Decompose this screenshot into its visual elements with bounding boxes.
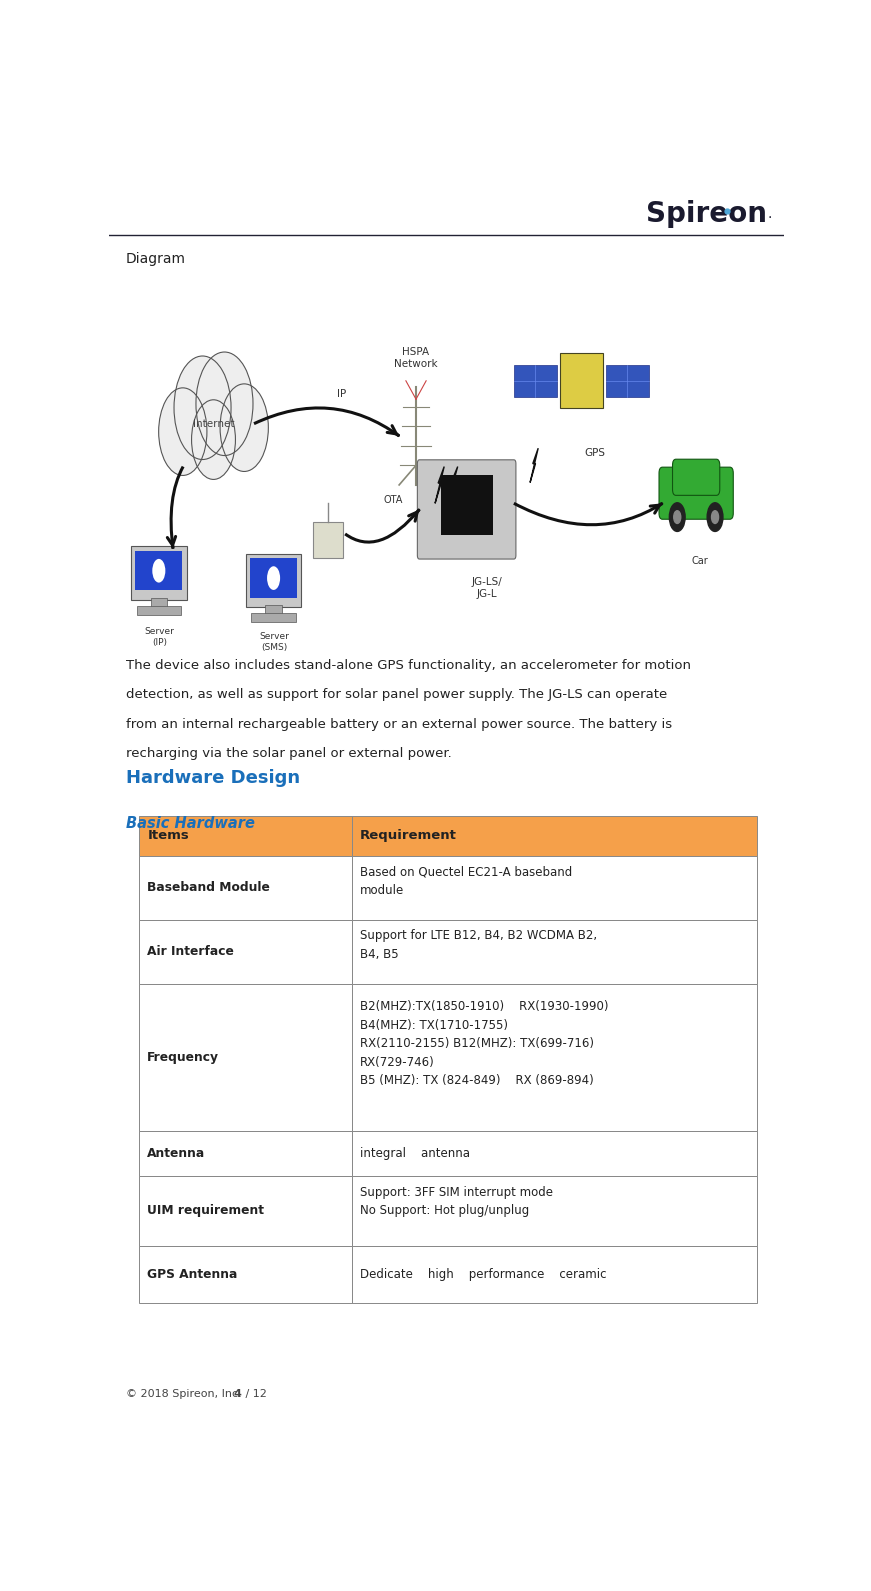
- Text: Server
(IP): Server (IP): [145, 627, 174, 648]
- Text: Internet: Internet: [192, 418, 234, 428]
- Bar: [352, 920, 757, 983]
- Text: Server
(SMS): Server (SMS): [260, 632, 289, 652]
- Bar: [250, 558, 297, 598]
- Circle shape: [712, 511, 719, 523]
- Text: Spireon: Spireon: [646, 200, 767, 228]
- Text: OTA: OTA: [383, 495, 402, 504]
- Bar: [352, 1131, 757, 1176]
- Text: Air Interface: Air Interface: [147, 945, 234, 958]
- Text: GPS Antenna: GPS Antenna: [147, 1268, 238, 1281]
- Bar: [139, 1131, 352, 1176]
- Bar: [266, 606, 282, 614]
- Text: Support: 3FF SIM interrupt mode
No Support: Hot plug/unplug: Support: 3FF SIM interrupt mode No Suppo…: [360, 1185, 553, 1217]
- Circle shape: [174, 356, 231, 460]
- Bar: [560, 353, 603, 409]
- Text: 4: 4: [233, 1389, 241, 1398]
- Circle shape: [674, 511, 681, 523]
- Text: Requirement: Requirement: [360, 829, 457, 842]
- Bar: [352, 983, 757, 1131]
- Text: Diagram: Diagram: [125, 253, 186, 266]
- Text: JG-LS/
JG-L: JG-LS/ JG-L: [471, 578, 503, 600]
- Circle shape: [669, 503, 685, 531]
- Text: HSPA
Network: HSPA Network: [395, 347, 438, 369]
- Text: from an internal rechargeable battery or an external power source. The battery i: from an internal rechargeable battery or…: [125, 718, 672, 730]
- Text: Baseband Module: Baseband Module: [147, 881, 270, 894]
- Bar: [135, 550, 182, 590]
- Text: Support for LTE B12, B4, B2 WCDMA B2,
B4, B5: Support for LTE B12, B4, B2 WCDMA B2, B4…: [360, 929, 598, 961]
- Text: B2(MHZ):TX(1850-1910)    RX(1930-1990)
B4(MHZ): TX(1710-1755)
RX(2110-2155) B12(: B2(MHZ):TX(1850-1910) RX(1930-1990) B4(M…: [360, 1001, 609, 1087]
- Text: The device also includes stand-alone GPS functionality, an accelerometer for mot: The device also includes stand-alone GPS…: [125, 659, 691, 671]
- Bar: [441, 476, 493, 535]
- Polygon shape: [530, 449, 538, 482]
- FancyBboxPatch shape: [659, 468, 733, 519]
- Bar: [139, 1246, 352, 1303]
- Text: ·: ·: [767, 212, 772, 226]
- Circle shape: [707, 503, 723, 531]
- Bar: [246, 554, 301, 606]
- Polygon shape: [436, 466, 444, 503]
- Bar: [352, 1246, 757, 1303]
- Bar: [514, 364, 557, 396]
- Text: detection, as well as support for solar panel power supply. The JG-LS can operat: detection, as well as support for solar …: [125, 689, 667, 702]
- Bar: [139, 920, 352, 983]
- Text: recharging via the solar panel or external power.: recharging via the solar panel or extern…: [125, 748, 451, 760]
- Bar: [132, 546, 186, 600]
- Circle shape: [267, 566, 280, 590]
- Text: GPS: GPS: [584, 449, 605, 458]
- Text: © 2018 Spireon, Inc.: © 2018 Spireon, Inc.: [125, 1389, 241, 1398]
- Bar: [139, 983, 352, 1131]
- Bar: [139, 816, 352, 856]
- Bar: [151, 598, 167, 608]
- Circle shape: [196, 352, 253, 455]
- Text: Antenna: Antenna: [147, 1147, 206, 1160]
- Circle shape: [192, 399, 235, 479]
- Bar: [352, 816, 757, 856]
- Text: UIM requirement: UIM requirement: [147, 1204, 265, 1217]
- Bar: [137, 606, 181, 614]
- Bar: [352, 856, 757, 920]
- Polygon shape: [449, 466, 457, 500]
- Text: Frequency: Frequency: [147, 1050, 219, 1063]
- Circle shape: [152, 558, 165, 582]
- Text: Basic Hardware: Basic Hardware: [125, 816, 254, 831]
- FancyBboxPatch shape: [417, 460, 516, 558]
- Bar: [252, 613, 296, 622]
- Text: integral    antenna: integral antenna: [360, 1147, 470, 1160]
- Text: Hardware Design: Hardware Design: [125, 768, 300, 788]
- FancyBboxPatch shape: [672, 460, 719, 495]
- Text: Dedicate    high    performance    ceramic: Dedicate high performance ceramic: [360, 1268, 606, 1281]
- Text: IP: IP: [337, 390, 347, 399]
- Circle shape: [159, 388, 207, 476]
- Bar: [352, 1176, 757, 1246]
- Text: Items: Items: [147, 829, 189, 842]
- Text: / 12: / 12: [242, 1389, 267, 1398]
- Text: Car: Car: [692, 555, 708, 566]
- Text: Based on Quectel EC21-A baseband
module: Based on Quectel EC21-A baseband module: [360, 866, 572, 897]
- Bar: [139, 856, 352, 920]
- Circle shape: [220, 383, 268, 471]
- Bar: [606, 364, 649, 396]
- Bar: [139, 1176, 352, 1246]
- Bar: [313, 522, 343, 558]
